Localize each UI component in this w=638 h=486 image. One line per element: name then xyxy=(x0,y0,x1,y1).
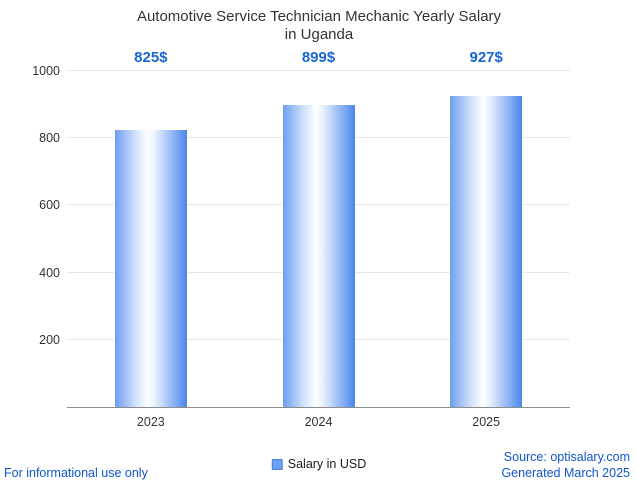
source-text: Source: optisalary.com xyxy=(503,450,630,464)
bar-2023 xyxy=(114,129,187,407)
chart-title-line1: Automotive Service Technician Mechanic Y… xyxy=(136,8,502,25)
gridline-1000 xyxy=(67,70,570,71)
y-tick-label-200: 200 xyxy=(39,332,60,347)
bar-value-label-2023: 825$ xyxy=(134,49,168,66)
bars-container xyxy=(67,71,570,407)
plot-area xyxy=(67,70,570,408)
legend-label: Salary in USD xyxy=(287,457,367,471)
y-tick-label-1000: 1000 xyxy=(32,64,60,78)
x-tick-label-2025: 2025 xyxy=(472,415,501,429)
chart-title-line2: in Uganda xyxy=(284,26,354,43)
y-tick-label-800: 800 xyxy=(39,131,60,146)
x-axis-labels: 2023 2024 2025 xyxy=(67,408,570,429)
bar-value-label-2024: 899$ xyxy=(301,49,336,66)
bar-column-2024 xyxy=(235,71,403,407)
x-tick-label-2024: 2024 xyxy=(304,415,333,429)
generated-text: Generated March 2025 xyxy=(501,466,630,480)
plot-row: 200 400 600 800 1000 xyxy=(0,64,638,408)
salary-bar-chart: Automotive Service Technician Mechanic Y… xyxy=(0,8,638,486)
bar-value-label-2025: 927$ xyxy=(469,49,503,66)
x-tick-label-2023: 2023 xyxy=(136,415,165,429)
legend: Salary in USD xyxy=(271,457,367,471)
legend-marker-icon xyxy=(271,458,283,470)
bar-column-2023 xyxy=(67,71,235,407)
value-labels-row: 825$ 899$ 927$ xyxy=(67,44,570,71)
chart-footer: For informational use only Salary in USD… xyxy=(0,442,638,486)
informational-note: For informational use only xyxy=(4,466,148,480)
bar-2024 xyxy=(282,104,355,407)
bar-column-2025 xyxy=(402,71,570,407)
y-tick-label-400: 400 xyxy=(39,265,60,280)
chart-title: Automotive Service Technician Mechanic Y… xyxy=(0,8,638,44)
y-tick-label-600: 600 xyxy=(39,198,60,213)
y-axis: 200 400 600 800 1000 xyxy=(0,64,67,407)
bar-2025 xyxy=(450,95,523,407)
source-info: Source: optisalary.com Generated March 2… xyxy=(501,449,630,481)
